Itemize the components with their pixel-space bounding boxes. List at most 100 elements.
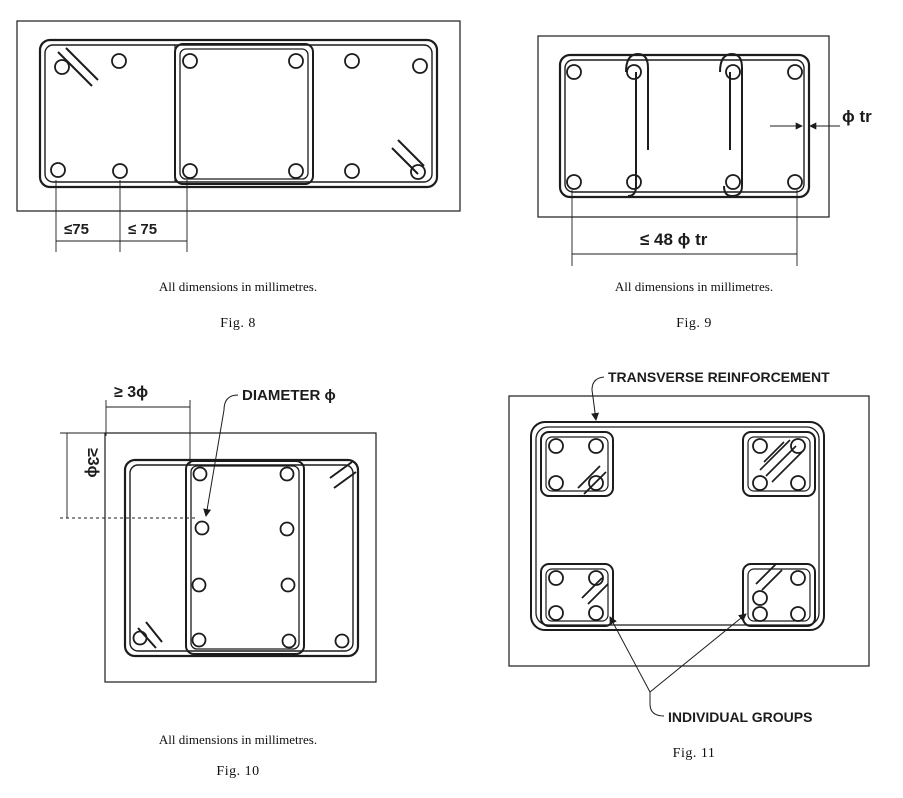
fig8-bar	[54, 59, 70, 75]
fig10-dim-side-label: ≥3ϕ	[84, 448, 101, 478]
fig11-bar	[588, 438, 604, 454]
fig8-hook	[57, 47, 99, 87]
fig11-label: Fig. 11	[672, 746, 716, 761]
fig9-bar	[787, 174, 803, 190]
fig9-label: Fig. 9	[676, 316, 712, 331]
fig11-bar	[752, 590, 768, 606]
fig8-bar	[288, 163, 304, 179]
fig10-stirrup-outer	[123, 458, 360, 658]
fig10-bar	[279, 466, 295, 482]
fig8-link-middle-inner	[179, 48, 309, 180]
fig8-label: Fig. 8	[220, 316, 256, 331]
fig8-caption: All dimensions in millimetres.	[158, 279, 318, 294]
fig10-bar	[279, 521, 295, 537]
fig8-dim-left-label: ≤75	[64, 221, 89, 238]
fig10-link-inner	[190, 465, 300, 650]
fig11-bar	[790, 438, 806, 454]
fig8-bar	[412, 58, 428, 74]
fig10-section-outline	[104, 432, 377, 683]
fig8-bar	[410, 164, 426, 180]
fig9-crosstie	[625, 52, 649, 197]
fig10-hook	[329, 461, 357, 489]
fig11-section-outline	[508, 395, 870, 667]
fig11-transverse-outer	[530, 421, 825, 631]
fig10-diameter-leader	[203, 394, 239, 517]
fig9-section-outline	[537, 35, 830, 218]
fig11-bar	[548, 475, 564, 491]
fig10-bar	[334, 633, 350, 649]
fig8-bar	[182, 163, 198, 179]
fig9-bar	[725, 64, 741, 80]
fig10-drawing	[60, 394, 377, 683]
fig11-hook	[581, 577, 609, 605]
fig10-bar	[192, 466, 208, 482]
fig11-bar	[548, 605, 564, 621]
fig8-section-outline	[16, 20, 461, 212]
fig10-dim-top-label: ≥ 3ϕ	[114, 384, 148, 401]
fig11-transverse-label: TRANSVERSE REINFORCEMENT	[608, 369, 830, 385]
fig8-stirrup-outer	[38, 38, 439, 189]
fig11-group-stirrup-inner	[545, 568, 609, 622]
fig9-dim-bottom-label: ≤ 48 ϕ tr	[640, 230, 708, 249]
fig11-group-stirrup-inner	[747, 436, 811, 492]
fig10-bar	[132, 630, 148, 646]
fig11-groups-label: INDIVIDUAL GROUPS	[668, 709, 812, 725]
fig11-groups-leader	[649, 692, 665, 717]
fig11-bar	[790, 475, 806, 491]
fig8-stirrup-inner	[44, 44, 433, 183]
fig8-bar	[288, 53, 304, 69]
fig11-bar	[588, 475, 604, 491]
fig11-bar	[588, 605, 604, 621]
fig8-bar	[50, 162, 66, 178]
fig8-bar	[344, 53, 360, 69]
fig9-bar	[566, 174, 582, 190]
fig8-bar	[111, 53, 127, 69]
fig11-groups-leader	[649, 613, 747, 693]
fig11-transverse-inner	[535, 426, 820, 626]
fig11-bar	[548, 438, 564, 454]
fig11-group-stirrup	[742, 431, 816, 497]
fig8-bar	[112, 163, 128, 179]
fig8-bar	[182, 53, 198, 69]
fig10-link-outer	[185, 460, 305, 655]
fig8-drawing	[16, 20, 461, 252]
fig9-caption: All dimensions in millimetres.	[614, 279, 774, 294]
fig10-bar	[191, 632, 207, 648]
fig9-bar	[626, 174, 642, 190]
fig11-group-stirrup	[540, 563, 614, 627]
fig11-groups-leader	[609, 616, 651, 693]
fig10-diameter-label: DIAMETER ϕ	[242, 387, 336, 404]
fig9-bar	[725, 174, 741, 190]
fig11-bar	[752, 606, 768, 622]
fig11-group-stirrup-inner	[747, 568, 811, 622]
fig10-hook	[137, 621, 163, 649]
fig9-crosstie	[719, 52, 743, 198]
fig11-drawing	[508, 376, 870, 717]
fig10-bar	[194, 520, 210, 536]
fig11-hook	[755, 563, 783, 591]
fig10-bar	[191, 577, 207, 593]
fig11-group-stirrup-inner	[545, 436, 609, 492]
fig11-transverse-leader	[591, 376, 605, 421]
fig9-stirrup-outer	[558, 53, 811, 199]
fig9-bar	[626, 64, 642, 80]
fig9-phi-tr-label: ϕ tr	[842, 107, 872, 126]
fig11-hook	[577, 465, 607, 495]
fig10-bar	[280, 577, 296, 593]
fig8-bar	[344, 163, 360, 179]
fig11-bar	[790, 606, 806, 622]
fig9-stirrup-inner	[564, 59, 805, 193]
fig11-group-stirrup	[742, 563, 816, 627]
fig10-stirrup-inner	[129, 464, 354, 652]
fig8-dim-right-label: ≤ 75	[128, 221, 157, 238]
fig10-label: Fig. 10	[216, 764, 260, 779]
fig11-bar	[752, 438, 768, 454]
fig9-bar	[566, 64, 582, 80]
fig9-bar	[787, 64, 803, 80]
fig11-bar	[752, 475, 768, 491]
fig11-bar	[548, 570, 564, 586]
fig11-hatch	[759, 439, 803, 483]
fig10-bar	[281, 633, 297, 649]
